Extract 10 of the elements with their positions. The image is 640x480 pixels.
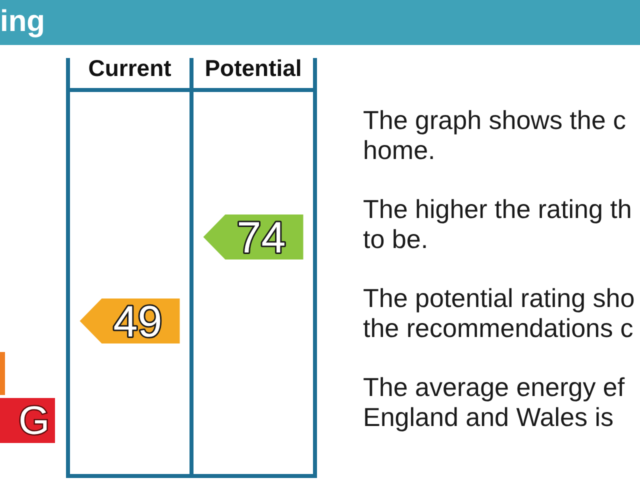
category-label: Potential xyxy=(204,55,302,81)
text: ing xyxy=(0,4,45,40)
category-label: Current xyxy=(88,55,172,81)
data-label: 49 xyxy=(113,298,162,346)
text: The potential rating sho the recommendations c xyxy=(363,283,635,343)
text: The higher the rating th to be. xyxy=(363,194,632,254)
text: G xyxy=(18,399,50,443)
data-label: 74 xyxy=(236,214,286,262)
text: The average energy ef England and Wales is xyxy=(363,372,625,432)
text: The graph shows the c home. xyxy=(363,105,626,165)
